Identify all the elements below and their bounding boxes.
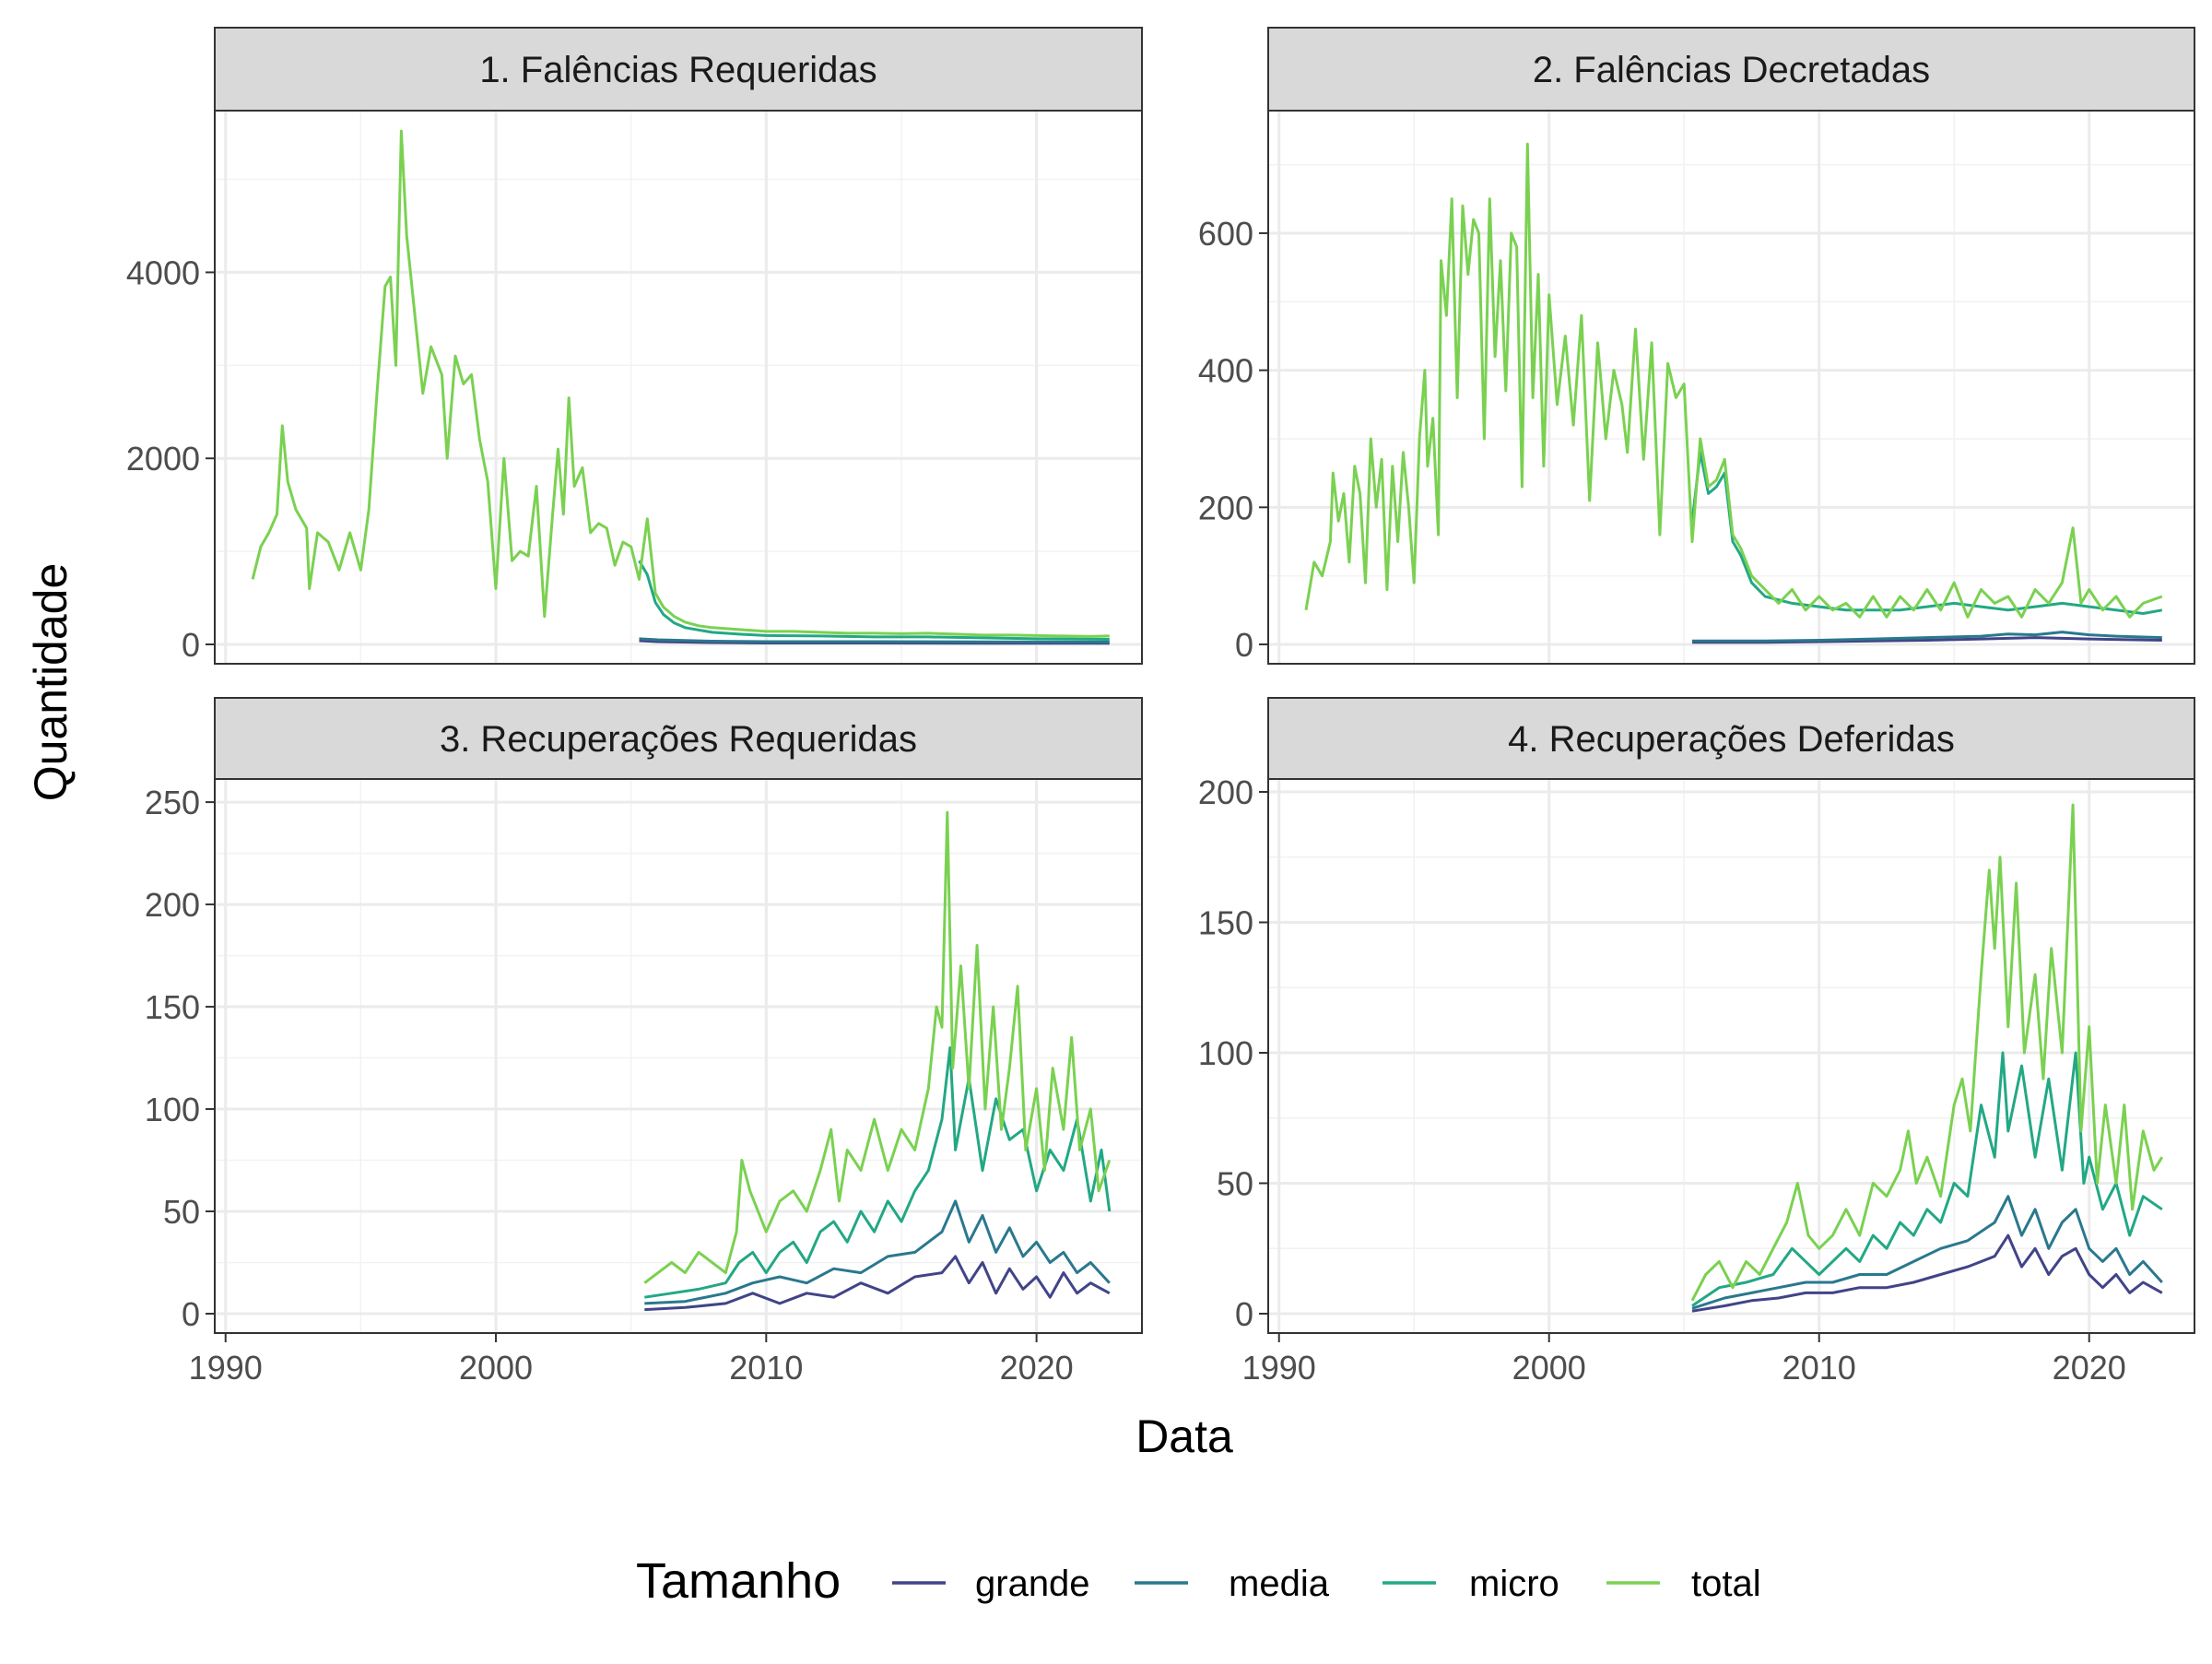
y-tick-label: 200 (1198, 773, 1253, 811)
panel-background (1268, 111, 2194, 664)
y-tick-label: 2000 (126, 440, 200, 478)
x-tick-label: 2010 (729, 1349, 803, 1387)
x-tick-label: 2010 (1783, 1349, 1856, 1387)
x-axis-title: Data (1135, 1410, 1233, 1462)
y-tick-label: 4000 (126, 254, 200, 291)
x-tick-label: 2020 (1000, 1349, 1074, 1387)
y-tick-label: 0 (182, 1295, 200, 1333)
x-tick-label: 1990 (189, 1349, 263, 1387)
panel-background (1268, 779, 2194, 1333)
facet-strip (1267, 27, 2195, 112)
series-line-total (251, 129, 1110, 638)
legend-label-total: total (1691, 1564, 1761, 1604)
series-line-media (644, 1199, 1111, 1305)
x-tick-label: 2000 (459, 1349, 533, 1387)
series-line-total (1304, 142, 2163, 619)
facet-strip (1267, 697, 2195, 780)
facet-strip-label: 2. Falências Decretadas (1533, 50, 1930, 90)
panel-background (215, 779, 1142, 1333)
legend-label-micro: micro (1469, 1564, 1559, 1604)
y-tick-label: 150 (145, 988, 200, 1026)
y-axis-title: Quantidade (25, 563, 76, 802)
y-tick-label: 100 (1198, 1034, 1253, 1072)
facet-panel-1: 1. Falências Requeridas 0 2000 4000 (126, 27, 1143, 665)
y-tick-label: 600 (1198, 215, 1253, 253)
y-tick-label: 50 (163, 1193, 200, 1231)
y-tick-label: 0 (1235, 626, 1253, 664)
y-tick-label: 150 (1198, 904, 1253, 942)
series-line-media (1691, 1195, 2163, 1310)
facet-strip (214, 27, 1143, 112)
x-tick-label: 1990 (1242, 1349, 1316, 1387)
y-tick-label: 50 (1217, 1165, 1253, 1203)
y-tick-label: 400 (1198, 352, 1253, 390)
y-tick-label: 0 (1235, 1295, 1253, 1333)
legend-label-media: media (1229, 1564, 1330, 1604)
facet-panel-2: 2. Falências Decretadas 0 200 400 600 (1198, 27, 2195, 665)
y-tick-label: 100 (145, 1091, 200, 1128)
series-line-grande (639, 639, 1110, 645)
x-tick-label: 2020 (2053, 1349, 2126, 1387)
series-line-micro (1691, 1051, 2163, 1307)
x-tick-label: 2000 (1512, 1349, 1586, 1387)
facet-strip-label: 3. Recuperações Requeridas (440, 719, 917, 760)
legend-title: Tamanho (636, 1553, 841, 1609)
series-line-micro (638, 560, 1110, 641)
facet-panel-3: 3. Recuperações Requeridas 0 50 100 150 200 25… (145, 697, 1143, 1387)
y-tick-label: 200 (1198, 489, 1253, 526)
facet-panel-4: 4. Recuperações Deferidas 0 50 100 150 200 199… (1198, 697, 2195, 1387)
legend-label-grande: grande (975, 1564, 1090, 1604)
legend: Tamanho grande media micro total (636, 1553, 1761, 1609)
series-line-media (639, 637, 1110, 643)
facet-strip-label: 1. Falências Requeridas (479, 50, 877, 90)
y-tick-label: 250 (145, 784, 200, 821)
series-line-grande (644, 1255, 1111, 1312)
series-line-total (643, 810, 1112, 1284)
y-tick-label: 200 (145, 886, 200, 924)
facet-strip-label: 4. Recuperações Deferidas (1508, 719, 1955, 760)
series-line-total (1690, 803, 2164, 1302)
series-line-grande (1691, 1233, 2163, 1313)
panel-background (215, 111, 1142, 664)
facet-strip (214, 697, 1143, 780)
series-line-micro (1690, 451, 2163, 615)
series-line-media (1692, 631, 2162, 643)
y-tick-label: 0 (182, 626, 200, 664)
